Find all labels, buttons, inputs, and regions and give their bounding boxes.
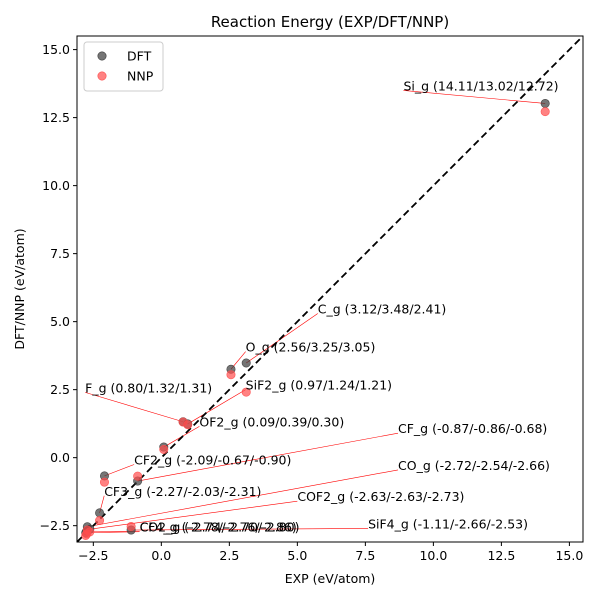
nnp-point — [159, 445, 169, 455]
legend-marker-dft — [97, 51, 107, 61]
y-tick-label: 5.0 — [50, 314, 70, 329]
annotation-text: CO_g (-2.72/-2.54/-2.66) — [398, 458, 550, 473]
y-tick-label: 0.0 — [50, 450, 70, 465]
dft-point — [540, 98, 550, 108]
x-axis-title: EXP (eV/atom) — [285, 571, 376, 586]
y-tick-label: 2.5 — [50, 382, 70, 397]
identity-line — [76, 35, 584, 543]
y-tick-label: −2.5 — [40, 518, 70, 533]
y-tick-label: 10.0 — [42, 178, 70, 193]
x-tick-label: 5.0 — [287, 548, 307, 563]
annotation-line — [87, 469, 399, 528]
data-points — [81, 98, 550, 540]
legend-label-dft: DFT — [127, 49, 152, 64]
plot-frame — [76, 35, 584, 543]
legend-label-nnp: NNP — [127, 69, 154, 84]
annotation-text: OF2_g (0.09/0.39/0.30) — [199, 414, 344, 429]
x-tick-label: −2.5 — [78, 548, 108, 563]
x-tick-label: 0.0 — [151, 548, 171, 563]
nnp-point — [183, 420, 193, 430]
annotation-line — [137, 432, 399, 482]
annotation-text: SiF2_g (0.97/1.24/1.21) — [246, 378, 392, 393]
y-axis-title: DFT/NNP (eV/atom) — [12, 228, 27, 349]
annotation-text: F_g (0.80/1.32/1.31) — [85, 380, 212, 395]
annotation-line — [403, 90, 546, 104]
annotation-text: C_g (3.12/3.48/2.41) — [318, 301, 447, 316]
legend: DFT NNP — [83, 41, 164, 92]
annotation-lines — [85, 90, 546, 534]
y-tick-label: 12.5 — [42, 110, 70, 125]
annotation-line — [89, 500, 298, 530]
dft-point — [241, 358, 251, 368]
annotation-line — [104, 464, 135, 477]
nnp-point — [241, 387, 251, 397]
annotation-text: CF2_g (-2.09/-0.67/-0.90) — [134, 452, 291, 467]
annotation-text: CF4_g (-2.78/-2.76/-2.86) — [140, 520, 297, 535]
annotation-text: SiF4_g (-1.11/-2.66/-2.53) — [368, 516, 528, 531]
annotation-text: Si_g (14.11/13.02/12.72) — [403, 78, 558, 93]
y-tick-label: 7.5 — [50, 246, 70, 261]
annotation-text: O_g (2.56/3.25/3.05) — [246, 340, 376, 355]
dft-point — [95, 508, 105, 518]
nnp-point — [133, 471, 143, 481]
x-tick-label: 2.5 — [219, 548, 239, 563]
y-tick-label: 15.0 — [42, 42, 70, 57]
x-tick-label: 10.0 — [419, 548, 447, 563]
nnp-point — [95, 516, 105, 526]
nnp-point — [82, 529, 92, 539]
x-tick-label: 12.5 — [487, 548, 515, 563]
annotation-text: CO2_g (-2.74/-2.70/-2.80) — [140, 520, 300, 535]
annotation-line — [85, 392, 184, 423]
annotation-line — [131, 528, 369, 531]
annotation-text: CF_g (-0.87/-0.86/-0.68) — [398, 421, 547, 436]
x-tick-label: 7.5 — [355, 548, 375, 563]
annotation-text: COF2_g (-2.63/-2.63/-2.73) — [297, 489, 464, 504]
nnp-point — [226, 370, 236, 380]
x-tick-label: 15.0 — [555, 548, 583, 563]
y-axis-ticks: −2.5 0.0 2.5 5.0 7.5 10.0 12.5 15.0 — [40, 42, 77, 533]
nnp-point — [126, 521, 136, 531]
nnp-point — [99, 477, 109, 487]
diagonal-line — [76, 35, 584, 543]
annotation-labels: Si_g (14.11/13.02/12.72) C_g (3.12/3.48/2… — [85, 78, 558, 534]
x-axis-ticks: −2.5 0.0 2.5 5.0 7.5 10.0 12.5 15.0 — [78, 542, 583, 563]
legend-marker-nnp — [97, 71, 107, 81]
nnp-point — [540, 107, 550, 117]
annotation-line — [187, 389, 246, 425]
chart-title: Reaction Energy (EXP/DFT/NNP) — [211, 13, 449, 31]
annotation-text: CF3_g (-2.27/-2.03/-2.31) — [104, 484, 261, 499]
